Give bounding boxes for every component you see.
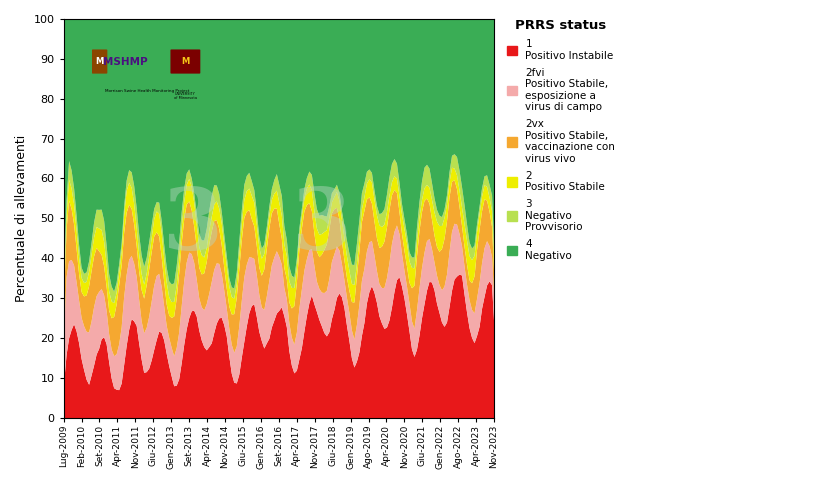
Y-axis label: Percentuale di allevamenti: Percentuale di allevamenti — [15, 135, 28, 302]
FancyBboxPatch shape — [92, 49, 107, 74]
Text: UNIVERSITY
of Minnesota: UNIVERSITY of Minnesota — [174, 91, 197, 100]
Text: 3: 3 — [292, 184, 351, 268]
Legend: 1
Positivo Instabile, 2fvi
Positivo Stabile,
esposizione a
virus di campo, 2vx
P: 1 Positivo Instabile, 2fvi Positivo Stab… — [503, 16, 618, 264]
Text: 3: 3 — [163, 184, 223, 268]
Text: MSHMP: MSHMP — [102, 57, 147, 67]
Text: Morrison Swine Health Monitoring Project: Morrison Swine Health Monitoring Project — [105, 89, 189, 92]
Text: M: M — [181, 58, 189, 66]
Text: M: M — [95, 58, 103, 66]
FancyBboxPatch shape — [170, 49, 200, 74]
